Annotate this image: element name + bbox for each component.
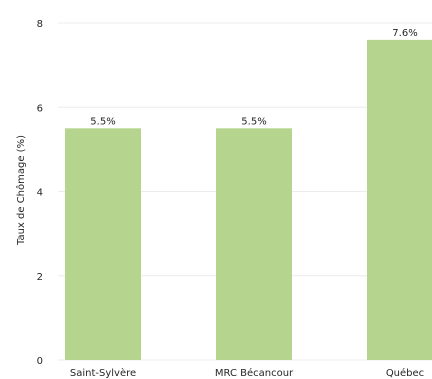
y-tick-label: 6 — [37, 103, 43, 114]
y-axis-ticks: 0 2 4 6 8 — [37, 19, 43, 367]
x-axis-ticks: Saint-Sylvère MRC Bécancour Québec — [70, 367, 424, 379]
bar-value-label: 5.5% — [241, 116, 266, 127]
bar-value-label: 7.6% — [392, 28, 417, 39]
bar-value-label: 5.5% — [90, 116, 115, 127]
bars — [65, 39, 432, 360]
bar — [367, 39, 432, 360]
y-tick-label: 8 — [37, 19, 43, 30]
y-tick-label: 0 — [37, 356, 43, 367]
bar — [216, 128, 292, 360]
x-tick-label: MRC Bécancour — [215, 367, 294, 379]
x-tick-label: Québec — [386, 367, 424, 379]
x-tick-label: Saint-Sylvère — [70, 367, 136, 379]
data-labels: 5.5% 5.5% 7.6% — [90, 28, 417, 127]
y-tick-label: 4 — [37, 188, 43, 199]
y-tick-label: 2 — [37, 272, 43, 283]
bar — [65, 128, 141, 360]
y-axis-label: Taux de Chômage (%) — [15, 135, 27, 246]
